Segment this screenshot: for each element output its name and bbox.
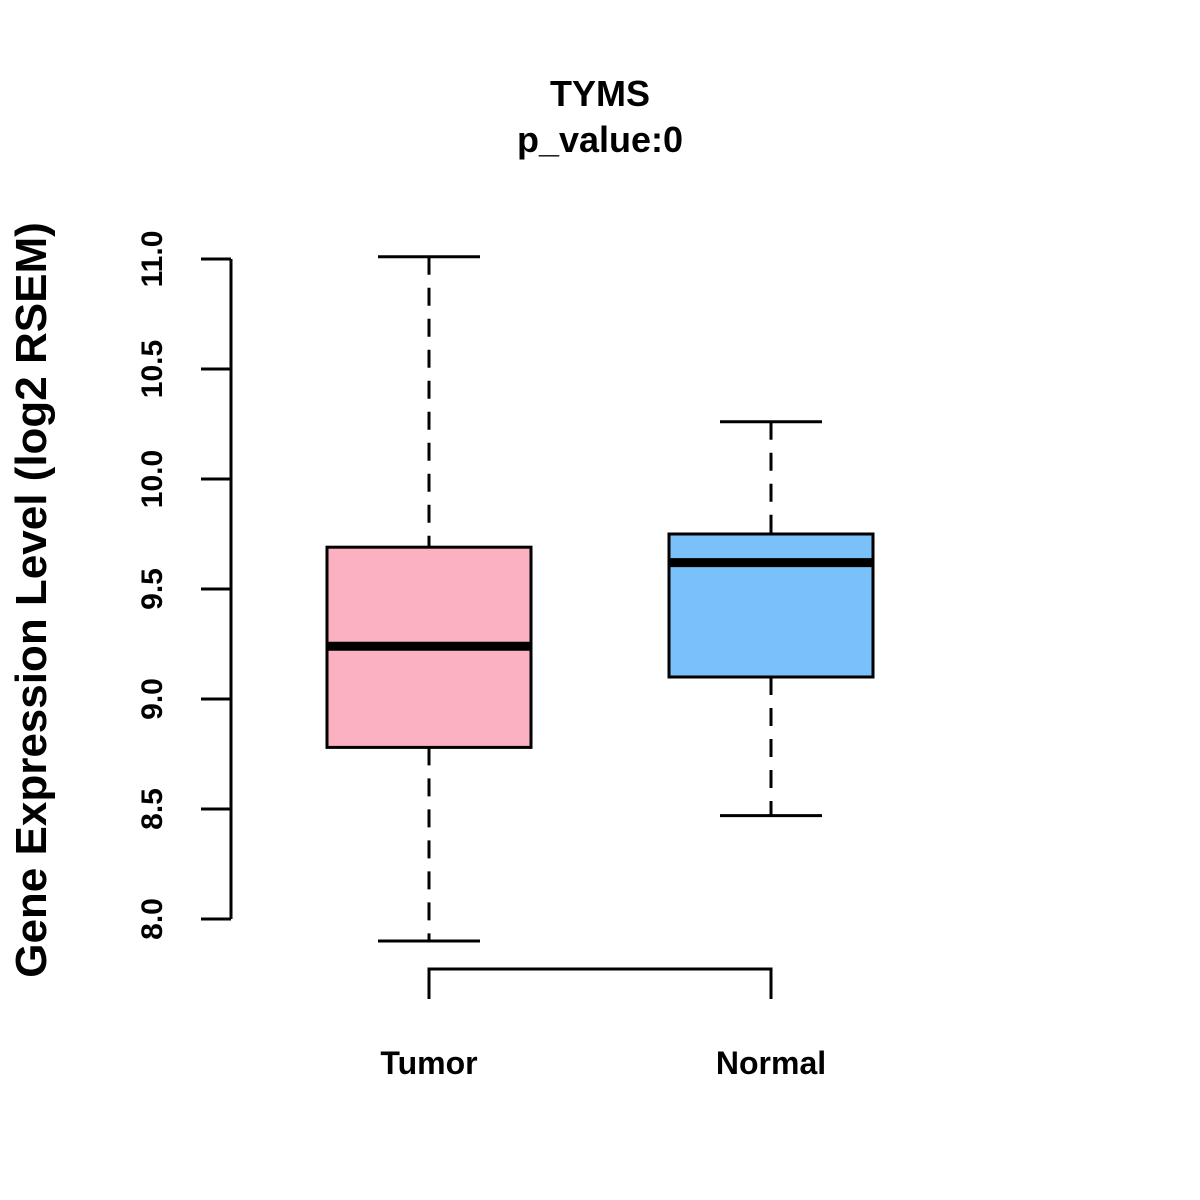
chart-title: TYMS	[550, 73, 650, 114]
box-normal	[667, 420, 875, 818]
y-axis-label: Gene Expression Level (log2 RSEM)	[7, 222, 56, 978]
bracket-line	[427, 967, 773, 999]
x-axis-labels: Tumor Normal	[380, 1045, 826, 1081]
y-axis: 8.0 8.5 9.0 9.5 10.0 10.5 11.0	[136, 231, 233, 940]
x-tick-label-tumor: Tumor	[380, 1045, 477, 1081]
boxes	[325, 255, 875, 943]
y-tick-label: 10.0	[136, 450, 169, 508]
y-tick-label: 8.5	[136, 788, 169, 830]
iqr-box	[667, 532, 875, 679]
comparison-bracket	[427, 967, 773, 999]
chart-subtitle: p_value:0	[517, 119, 683, 160]
y-tick-label: 11.0	[136, 231, 169, 288]
y-tick-label: 9.0	[136, 678, 169, 720]
x-tick-label-normal: Normal	[716, 1045, 826, 1081]
y-tick-label: 10.5	[136, 340, 169, 398]
box-tumor	[325, 255, 533, 943]
y-tick-label: 9.5	[136, 568, 169, 610]
y-tick-label: 8.0	[136, 898, 169, 940]
